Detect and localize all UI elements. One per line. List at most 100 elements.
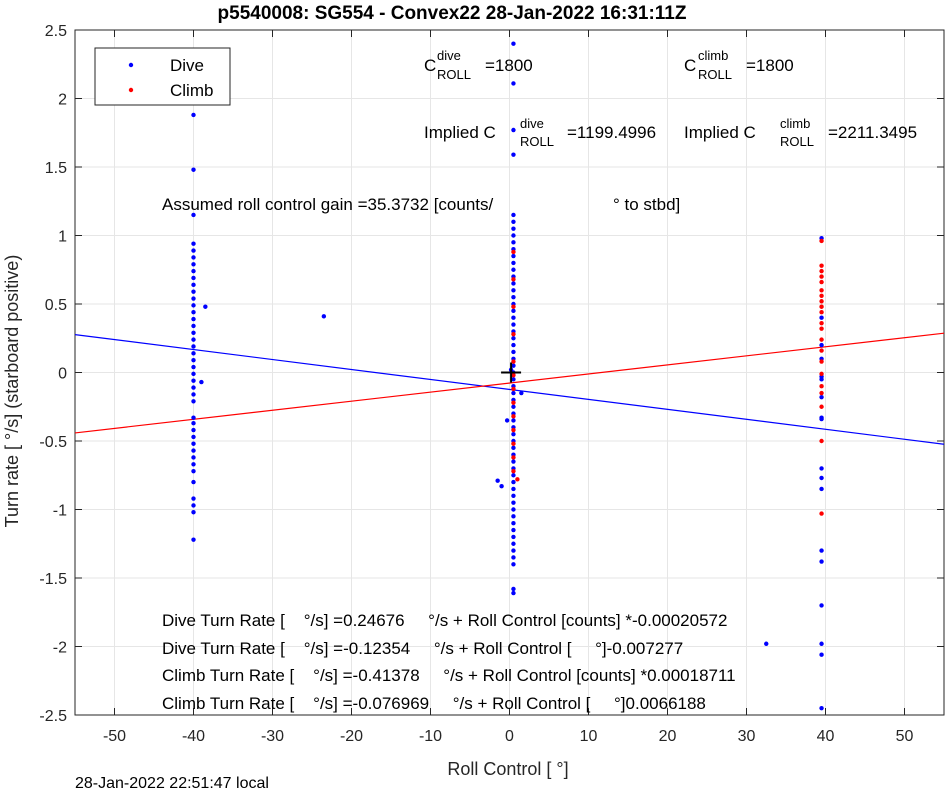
dive-point bbox=[511, 349, 516, 355]
climb-point bbox=[819, 384, 824, 389]
dive-point bbox=[511, 253, 516, 259]
dive-point bbox=[819, 342, 824, 348]
dive-point bbox=[191, 510, 196, 515]
dive-point bbox=[511, 127, 516, 133]
dive-point bbox=[191, 537, 196, 542]
legend-box bbox=[94, 47, 231, 106]
climb-point bbox=[511, 277, 516, 282]
x-tick-label: -40 bbox=[182, 728, 205, 745]
climb-point bbox=[511, 386, 516, 392]
dive-point bbox=[511, 390, 516, 396]
dive-point bbox=[191, 296, 196, 301]
dive-point bbox=[511, 541, 516, 546]
dive-point bbox=[511, 486, 516, 492]
dive-point bbox=[511, 431, 516, 437]
implied-dive-label: Implied C bbox=[424, 123, 496, 142]
implied-climb-sub: ROLL bbox=[780, 134, 814, 149]
dive-point bbox=[511, 363, 516, 368]
dive-point bbox=[511, 288, 516, 293]
legend: Dive Climb bbox=[94, 47, 231, 106]
y-tick-label: -2 bbox=[53, 640, 67, 657]
climb-point bbox=[819, 404, 824, 409]
dive-point bbox=[511, 590, 516, 596]
dive-point bbox=[819, 559, 824, 564]
x-tick-label: 50 bbox=[896, 728, 914, 745]
legend-dive-label: Dive bbox=[170, 56, 204, 75]
dive-point bbox=[511, 507, 516, 512]
dive-point bbox=[191, 167, 196, 172]
c-dive-sup: dive bbox=[437, 48, 461, 63]
dive-point bbox=[191, 415, 196, 420]
climb-point bbox=[819, 326, 824, 331]
climb-point bbox=[819, 274, 824, 279]
climb-point bbox=[511, 414, 516, 419]
c-dive-sub: ROLL bbox=[437, 67, 471, 82]
dive-point bbox=[511, 500, 516, 505]
dive-point bbox=[191, 112, 196, 118]
y-tick-label: 0.5 bbox=[45, 297, 67, 314]
dive-point bbox=[191, 337, 196, 342]
dive-point bbox=[203, 304, 208, 309]
climb-point bbox=[511, 304, 516, 309]
x-axis-label: Roll Control [ °] bbox=[447, 759, 568, 779]
dive-point bbox=[191, 241, 196, 246]
dive-point bbox=[511, 521, 516, 526]
dive-point bbox=[511, 336, 516, 341]
fit-line bbox=[74, 332, 945, 434]
dive-point bbox=[191, 496, 196, 501]
dive-point bbox=[511, 240, 516, 245]
dive-point bbox=[819, 377, 824, 382]
climb-point bbox=[819, 268, 824, 274]
dive-point bbox=[819, 641, 824, 646]
climb-point bbox=[819, 288, 824, 293]
climb-point bbox=[511, 359, 516, 364]
dive-point bbox=[511, 473, 516, 478]
dive-point bbox=[511, 267, 516, 272]
c-climb-sup: climb bbox=[698, 48, 728, 63]
climb-point bbox=[511, 249, 516, 255]
dive-point bbox=[511, 459, 516, 464]
dive-point bbox=[511, 527, 516, 533]
dive-point bbox=[511, 41, 516, 46]
x-tick-label: -10 bbox=[419, 728, 442, 745]
dive-point bbox=[511, 445, 516, 451]
c-dive-value: =1800 bbox=[485, 56, 533, 75]
roll-gain-text: Assumed roll control gain =35.3732 [coun… bbox=[162, 195, 494, 214]
c-dive-label: C bbox=[424, 56, 436, 75]
dive-point bbox=[191, 455, 196, 460]
dive-point bbox=[191, 479, 196, 485]
dive-point bbox=[819, 603, 824, 608]
x-tick-label: 0 bbox=[505, 728, 514, 745]
dive-point bbox=[191, 399, 196, 404]
dive-point bbox=[191, 282, 196, 288]
dive-point bbox=[191, 371, 196, 377]
dive-point bbox=[191, 364, 196, 370]
dive-point bbox=[191, 330, 196, 335]
fit-line bbox=[74, 333, 945, 445]
dive-point bbox=[819, 416, 824, 422]
dive-rate-counts-equation: Dive Turn Rate [ °/s] =0.24676 °/s + Rol… bbox=[162, 611, 727, 630]
x-tick-label: 20 bbox=[659, 728, 677, 745]
y-tick-label: -2.5 bbox=[39, 708, 67, 725]
dive-point bbox=[321, 314, 327, 319]
dive-point bbox=[511, 479, 516, 485]
dive-rate-degrees-equation: Dive Turn Rate [ °/s] =-0.12354 °/s + Ro… bbox=[162, 639, 683, 658]
legend-dive-marker bbox=[128, 62, 134, 68]
dive-point bbox=[504, 418, 510, 423]
implied-climb-label: Implied C bbox=[684, 123, 756, 142]
climb-point bbox=[819, 320, 824, 326]
dive-point bbox=[511, 226, 516, 231]
x-tick-label: 30 bbox=[738, 728, 756, 745]
climb-point bbox=[819, 511, 824, 516]
dive-point bbox=[191, 462, 196, 467]
climb-point bbox=[819, 293, 824, 298]
dive-point bbox=[191, 316, 196, 322]
dive-point bbox=[191, 212, 196, 218]
climb-point bbox=[511, 331, 516, 337]
dive-point bbox=[191, 420, 196, 426]
x-tick-label: -20 bbox=[340, 728, 363, 745]
climb-point bbox=[819, 299, 824, 304]
climb-point bbox=[819, 263, 824, 268]
dive-point bbox=[511, 534, 516, 540]
